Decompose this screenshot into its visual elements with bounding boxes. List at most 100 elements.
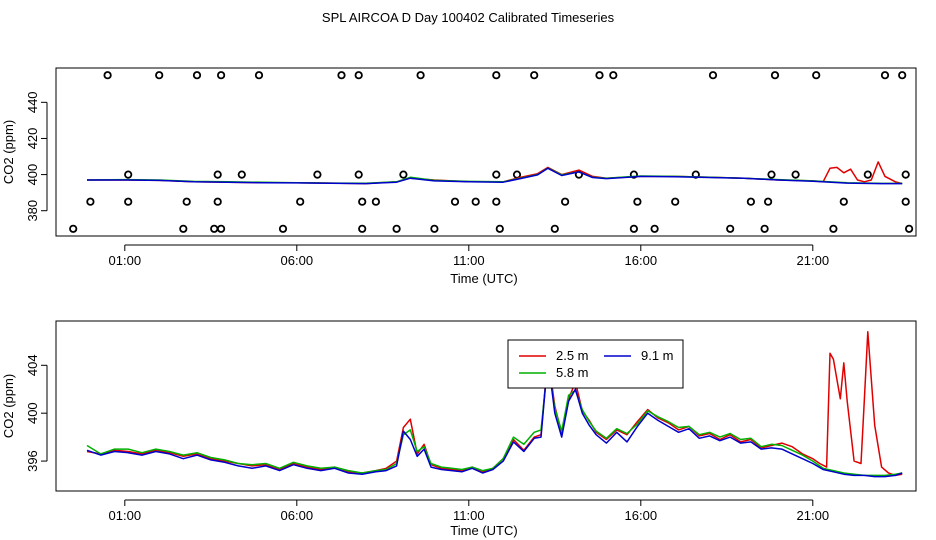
valve-marker-point [354,170,363,179]
valve-marker-point [358,224,367,233]
valve-marker-point [629,170,639,179]
top-y-tick-label: 440 [25,91,40,113]
valve-marker-point [450,197,460,206]
valve-marker-point [629,224,639,233]
valve-marker-point [254,71,264,80]
valve-marker-point [901,197,910,206]
valve-marker-point [278,224,288,233]
bottom-x-tick-label: 06:00 [281,508,314,523]
valve-marker-point [901,170,910,179]
top-x-tick-label: 21:00 [797,253,830,268]
valve-marker-point [155,71,164,80]
bottom-x-tick-label: 11:00 [453,508,485,523]
valve-marker-point [217,224,226,233]
valve-marker-point [650,224,659,233]
valve-marker-point [904,224,914,233]
valve-marker-point [210,224,219,233]
valve-marker-point [213,170,222,179]
valve-marker-point [103,71,112,80]
valve-marker-point [492,197,501,206]
valve-marker-point [763,197,773,206]
valve-marker-point [492,71,501,80]
valve-marker-point [430,224,439,233]
bottom-x-axis-label: Time (UTC) [450,523,517,538]
valve-marker-point [358,197,367,206]
valve-marker-point [746,197,756,206]
valve-marker-point [726,224,735,233]
valve-marker-point [313,170,322,179]
bottom-y-axis: 396 400 404 [25,354,48,472]
bottom-x-tick-label: 21:00 [797,508,830,523]
bottom-panel: 01:00 06:00 11:00 16:00 21:00 396 400 404 Time… [1,320,917,538]
top-y-axis-label: CO2 (ppm) [1,120,16,184]
valve-marker-point [392,224,401,233]
top-x-axis-label: Time (UTC) [450,271,517,286]
bottom-series-group [86,331,903,478]
valve-marker-point [767,170,776,179]
valve-marker-point [124,197,133,206]
top-valve-markers [69,71,914,233]
valve-marker-point [708,71,718,80]
valve-marker-point [812,71,821,80]
top-x-tick-label: 11:00 [453,253,485,268]
valve-marker-point [595,71,604,80]
top-series-line-9-1--m [87,167,903,185]
valve-marker-point [829,224,838,233]
valve-marker-point [69,224,78,233]
top-x-axis: 01:00 06:00 11:00 16:00 21:00 [109,244,830,268]
bottom-series-line-9-1--m [86,357,903,478]
valve-marker-point [217,71,226,80]
valve-marker-point [880,71,890,80]
top-x-tick-label: 01:00 [109,253,142,268]
valve-marker-point [898,71,907,80]
legend-label-5-8m: 5.8 m [556,365,589,380]
valve-marker-point [182,197,191,206]
valve-marker-point [213,197,222,206]
bottom-y-tick-label: 396 [25,450,40,472]
valve-marker-point [192,71,202,80]
top-x-tick-label: 16:00 [625,253,658,268]
valve-marker-point [237,170,246,179]
bottom-plot-frame [55,320,917,492]
valve-marker-point [492,170,501,179]
top-panel: 01:00 06:00 11:00 16:00 21:00 380 400 420 440 T… [1,67,917,286]
bottom-series-line-5-8--m [86,362,903,477]
bottom-series-line-2-5--m [86,331,903,477]
top-series-group [86,161,903,185]
valve-marker-point [839,197,848,206]
top-x-tick-label: 06:00 [281,253,314,268]
bottom-y-axis-label: CO2 (ppm) [1,374,16,438]
valve-marker-point [179,224,188,233]
valve-marker-point [791,170,800,179]
figure-title: SPL AIRCOA D Day 100402 Calibrated Times… [322,10,615,25]
valve-marker-point [760,224,769,233]
valve-marker-point [550,224,559,233]
valve-marker-point [530,71,539,80]
legend-label-2-5m: 2.5 m [556,348,589,363]
valve-marker-point [495,224,504,233]
valve-marker-point [399,170,408,179]
valve-marker-point [770,71,780,80]
valve-marker-point [633,197,642,206]
top-plot-frame [55,67,917,237]
valve-marker-point [560,197,570,206]
legend-label-9-1m: 9.1 m [641,348,674,363]
valve-marker-point [863,170,872,179]
top-y-axis: 380 400 420 440 [25,91,48,222]
bottom-x-tick-label: 01:00 [109,508,142,523]
legend: 2.5 m 5.8 m 9.1 m [507,339,684,389]
valve-marker-point [124,170,133,179]
top-y-tick-label: 420 [25,128,40,150]
valve-marker-point [354,71,363,80]
bottom-x-axis: 01:00 06:00 11:00 16:00 21:00 [109,499,830,523]
top-y-tick-label: 400 [25,164,40,186]
top-series-line-5-8--m [86,167,903,185]
valve-marker-point [86,197,95,206]
valve-marker-point [337,71,346,80]
bottom-y-tick-label: 400 [25,402,40,424]
valve-marker-point [416,71,425,80]
legend-box [507,339,684,389]
valve-marker-point [296,197,305,206]
valve-marker-point [471,197,480,206]
